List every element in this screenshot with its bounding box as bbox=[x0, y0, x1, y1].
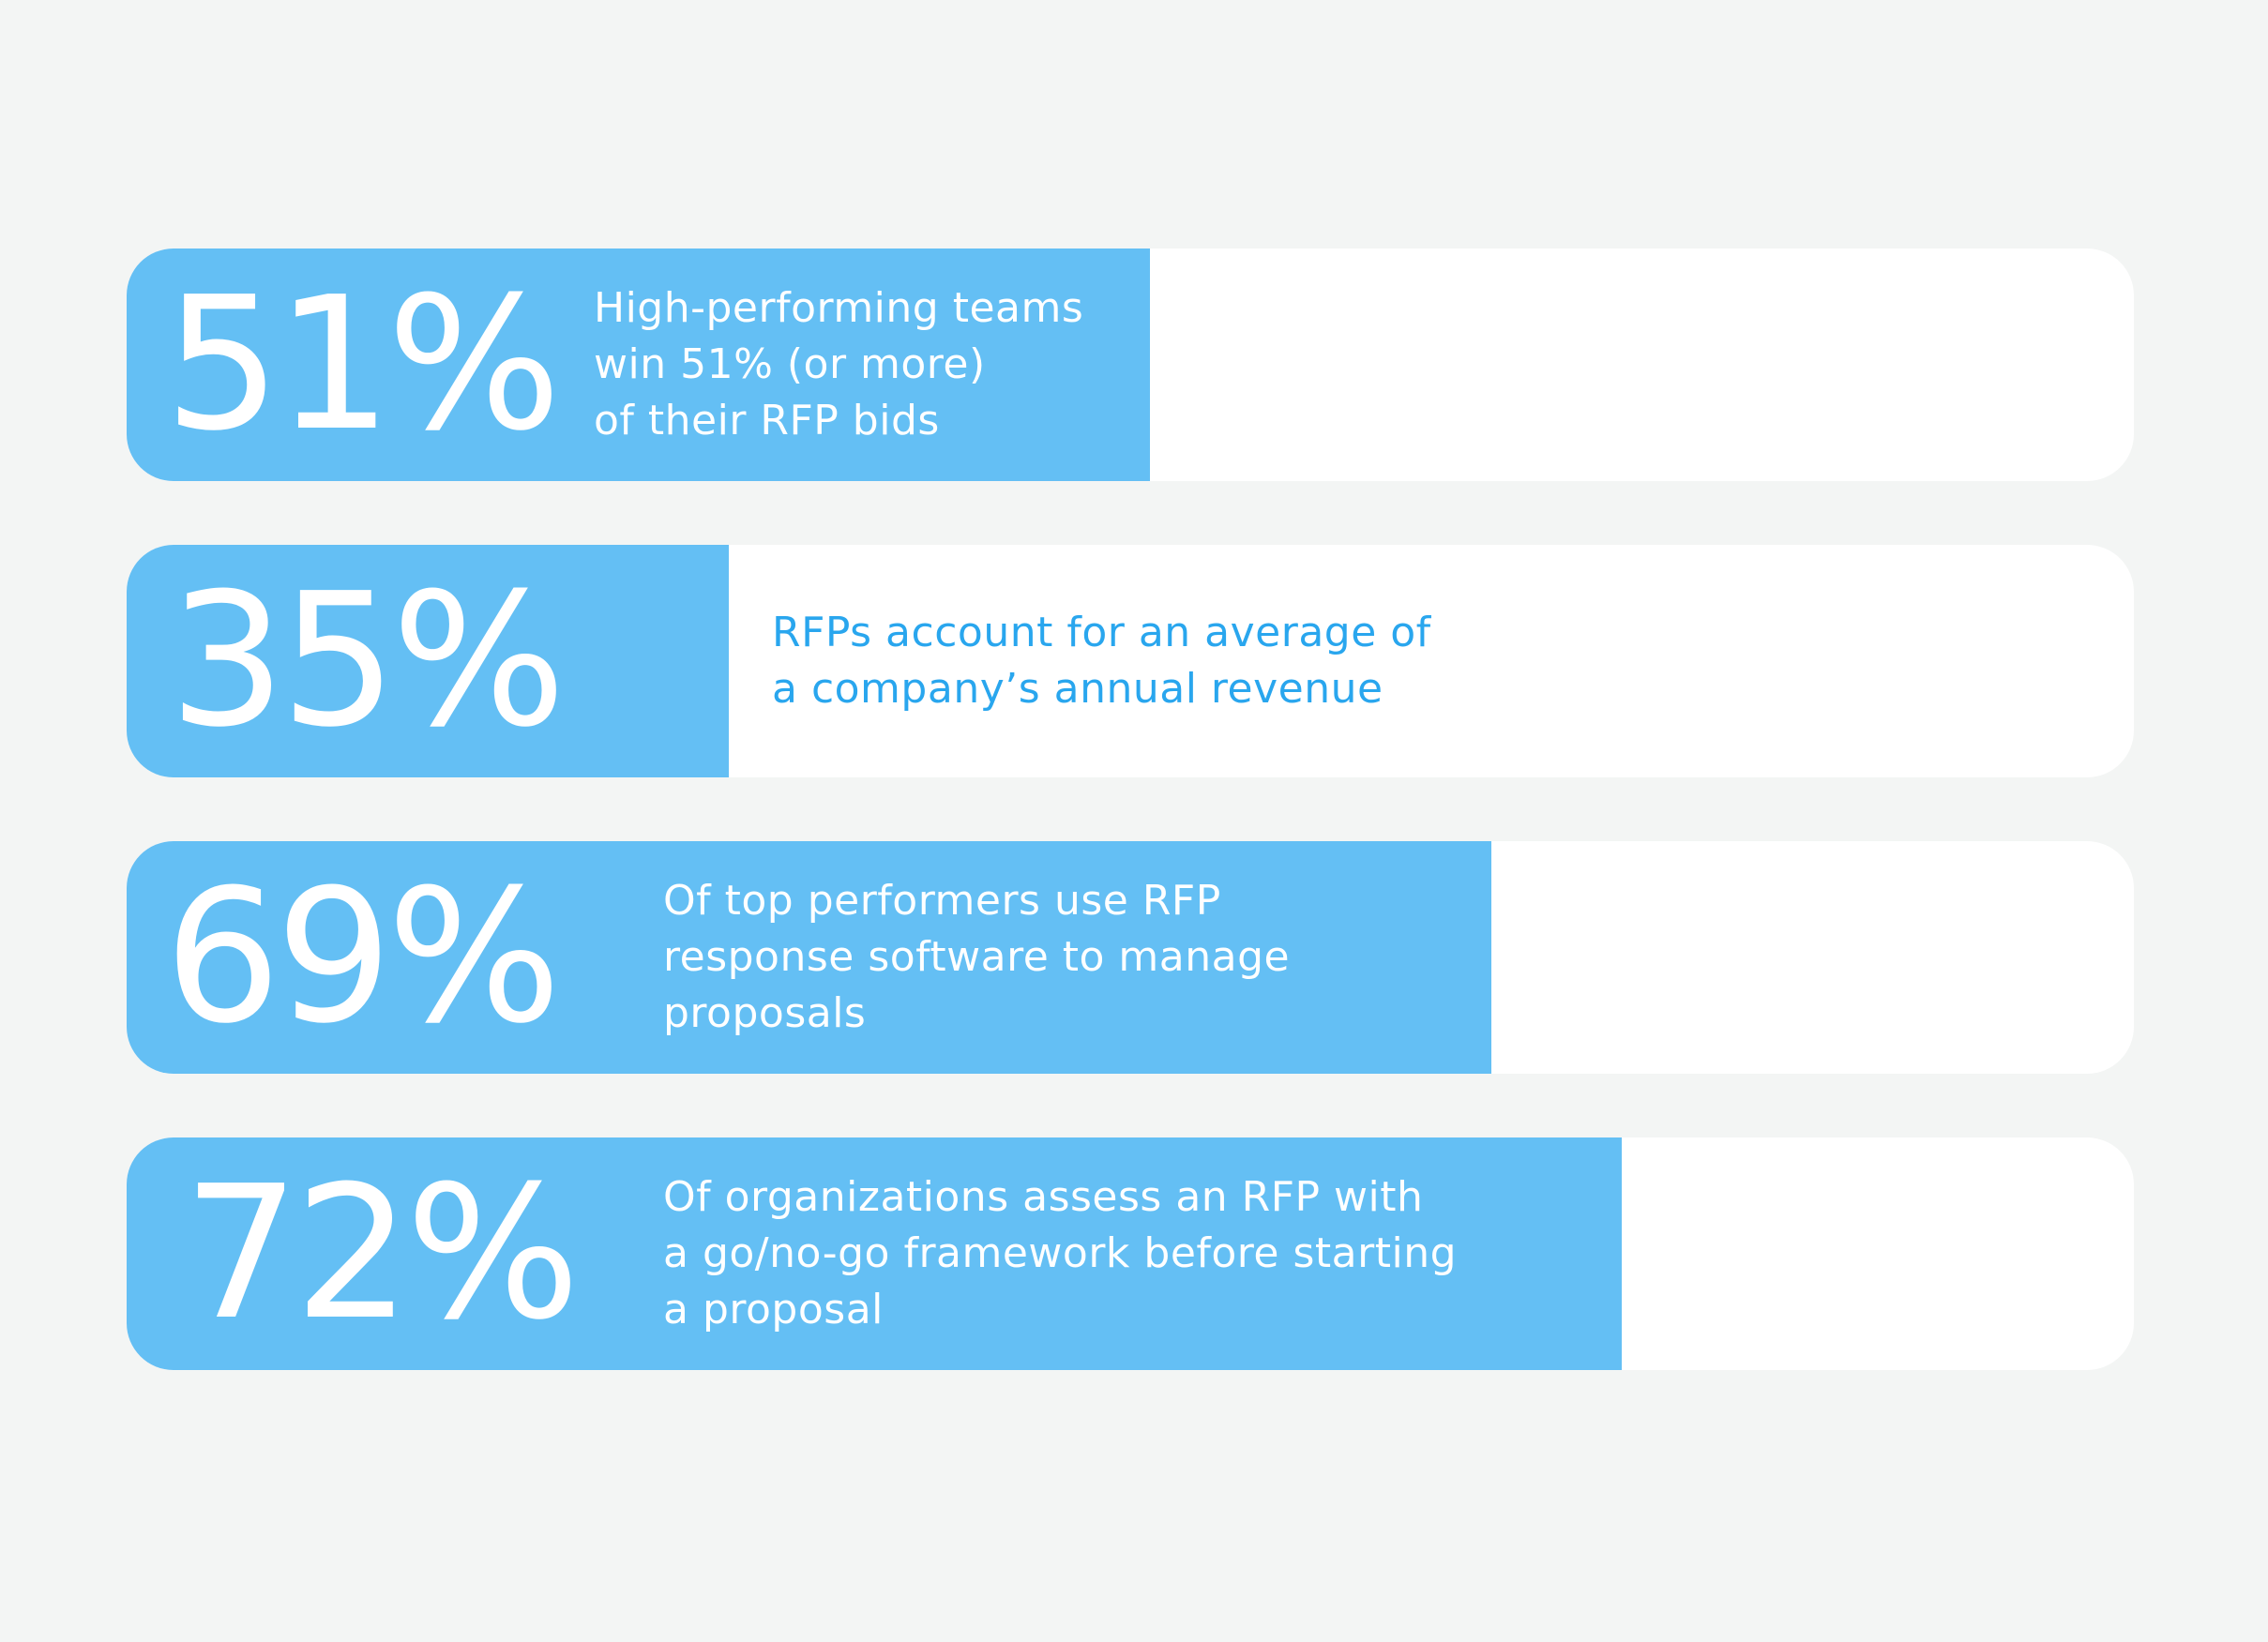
stat-bar-1: 51% High-performing teams win 51% (or mo… bbox=[127, 249, 2134, 481]
stat-bar-fill bbox=[127, 249, 1151, 481]
stat-description: Of top performers use RFP response softw… bbox=[663, 877, 1291, 1037]
stat-value: 35% bbox=[169, 554, 567, 768]
stat-value: 51% bbox=[164, 258, 562, 472]
stat-bar-4: 72% Of organizations assess an RFP with … bbox=[127, 1137, 2134, 1370]
stat-description: High-performing teams win 51% (or more) … bbox=[594, 284, 1084, 444]
stat-bar-2: 35% RFPs account for an average of a com… bbox=[127, 545, 2134, 777]
stat-bar-fill bbox=[127, 545, 729, 777]
stat-description: RFPs account for an average of a company… bbox=[772, 609, 1431, 713]
stat-value: 69% bbox=[164, 851, 562, 1064]
stat-bar-fill bbox=[127, 841, 1492, 1074]
stat-value: 72% bbox=[183, 1147, 581, 1361]
stat-description: Of organizations assess an RFP with a go… bbox=[663, 1173, 1458, 1333]
stat-bar-fill bbox=[127, 1137, 1623, 1370]
stat-bar-3: 69% Of top performers use RFP response s… bbox=[127, 841, 2134, 1074]
